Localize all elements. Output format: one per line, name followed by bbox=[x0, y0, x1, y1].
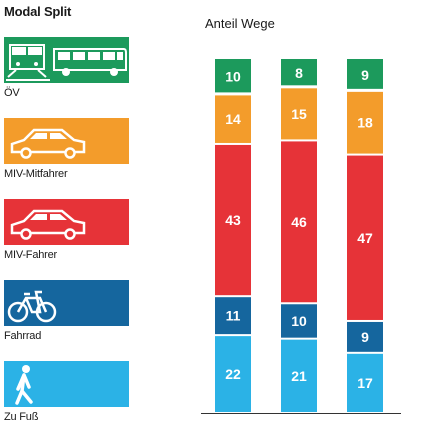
data-label: 9 bbox=[361, 67, 369, 83]
car-icon bbox=[4, 118, 129, 164]
data-label: 18 bbox=[357, 115, 373, 131]
bar-segment bbox=[281, 59, 317, 86]
bar-segment bbox=[281, 141, 317, 303]
legend-swatch-fahrrad bbox=[4, 280, 129, 326]
legend-swatch-zu-fuss bbox=[4, 361, 129, 407]
legend-label-miv-mitfahrer: MIV-Mitfahrer bbox=[4, 168, 68, 180]
pedestrian-icon bbox=[4, 361, 129, 407]
bar-segment bbox=[215, 144, 251, 296]
legend-title: Modal Split bbox=[4, 4, 72, 19]
data-label: 9 bbox=[361, 329, 369, 345]
bar-segment bbox=[347, 155, 383, 320]
data-label: 15 bbox=[291, 106, 307, 122]
legend-label-oev: ÖV bbox=[4, 87, 20, 99]
data-label: 17 bbox=[357, 375, 373, 391]
data-label: 21 bbox=[291, 368, 307, 384]
data-label: 10 bbox=[225, 69, 241, 85]
bicycle-icon bbox=[4, 280, 129, 326]
data-label: 11 bbox=[226, 308, 241, 324]
data-label: 14 bbox=[225, 111, 241, 127]
bar-segment bbox=[281, 304, 317, 338]
data-label: 43 bbox=[225, 212, 241, 228]
data-label: 46 bbox=[291, 214, 307, 230]
bar-segment bbox=[281, 339, 317, 412]
legend-swatch-miv-fahrer bbox=[4, 199, 129, 245]
bar-segment bbox=[347, 59, 383, 89]
train-bus-icon bbox=[4, 37, 129, 83]
car-icon bbox=[4, 199, 129, 245]
bar-segment bbox=[347, 353, 383, 412]
data-label: 47 bbox=[357, 230, 373, 246]
data-label: 22 bbox=[225, 366, 241, 382]
data-label: 10 bbox=[291, 313, 307, 329]
legend-label-fahrrad: Fahrrad bbox=[4, 330, 42, 342]
legend-label-miv-fahrer: MIV-Fahrer bbox=[4, 249, 58, 261]
bar-segment bbox=[215, 336, 251, 412]
bar-segment bbox=[215, 297, 251, 335]
bar-segment bbox=[215, 95, 251, 143]
legend-swatch-oev bbox=[4, 37, 129, 83]
legend-label-zu-fuss: Zu Fuß bbox=[4, 411, 39, 423]
data-label: 8 bbox=[295, 65, 303, 81]
chart-title: Anteil Wege bbox=[205, 16, 275, 31]
bar-segment bbox=[281, 88, 317, 140]
bar-segment bbox=[215, 59, 251, 93]
bar-segment bbox=[347, 321, 383, 352]
bar-segment bbox=[347, 91, 383, 154]
legend-swatch-miv-mitfahrer bbox=[4, 118, 129, 164]
